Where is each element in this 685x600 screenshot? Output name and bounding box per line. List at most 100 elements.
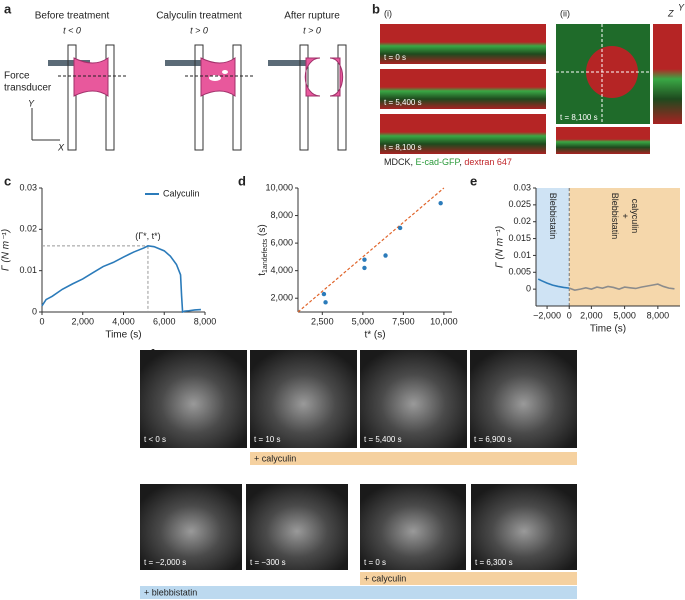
- time-label: t = 0 s: [364, 558, 386, 567]
- y-tick-label: 0.03: [513, 182, 531, 192]
- time-label: t = −2,000 s: [144, 558, 186, 567]
- data-point: [362, 265, 367, 271]
- transducer-label: transducer: [4, 83, 52, 94]
- micrograph: [470, 350, 577, 448]
- data-point: [362, 257, 367, 262]
- x-tick-label: 5,000: [352, 316, 375, 326]
- annotation: (Γ*, t*): [135, 231, 160, 241]
- caption-part: ,: [459, 157, 464, 167]
- y-tick-label: 0: [32, 306, 37, 316]
- x-axis-label: Time (s): [105, 330, 141, 341]
- y-tick-label: 0.005: [508, 267, 531, 277]
- treatment-bar: [360, 572, 577, 585]
- micrograph: [140, 350, 247, 448]
- micrograph: [360, 350, 467, 448]
- region-label: calyculin: [630, 199, 640, 234]
- panel-label: a: [4, 1, 12, 16]
- data-line: [537, 278, 570, 289]
- axis-label: X: [57, 142, 65, 152]
- x-tick-label: 8,000: [647, 310, 670, 320]
- micrograph: [250, 350, 357, 448]
- x-tick-label: 8,000: [194, 316, 217, 326]
- caption: MDCK, E-cad-GFP, dextran 647: [384, 157, 512, 167]
- data-line: [568, 283, 675, 291]
- panel-label: c: [4, 173, 11, 188]
- micrograph: [653, 24, 682, 124]
- caption-part: dextran 647: [464, 157, 512, 167]
- schematic: [48, 44, 128, 151]
- schematic: [165, 44, 255, 151]
- axis-label: Y: [28, 98, 35, 108]
- panel-label: e: [470, 173, 477, 188]
- panel-label: d: [238, 173, 246, 188]
- x-tick-label: 0: [39, 316, 44, 326]
- panel-b: (i) (ii) t = 0 s t = 5,400 s t = 8,100 s…: [380, 2, 685, 167]
- x-tick-label: −2,000: [533, 310, 561, 320]
- region-label: Blebbistatin: [610, 193, 620, 240]
- step-time: t > 0: [190, 25, 208, 35]
- x-tick-label: 10,000: [430, 316, 458, 326]
- data-point: [397, 225, 403, 231]
- y-axis-label: Γ (N m⁻¹): [495, 226, 506, 268]
- micrograph: [556, 127, 650, 154]
- treatment-label: + calyculin: [364, 573, 406, 583]
- caption-part: MDCK,: [384, 157, 416, 167]
- y-tick-label: 10,000: [265, 182, 293, 192]
- treatment-label: + blebbistatin: [144, 587, 197, 597]
- x-tick-label: 2,500: [311, 316, 334, 326]
- step-time: t < 0: [63, 25, 81, 35]
- panel-f: t < 0 s t = 10 s t = 5,400 s t = 6,900 s…: [140, 350, 577, 465]
- y-axis-label: t1andefects (s): [257, 224, 269, 275]
- y-tick-label: 0: [526, 284, 531, 294]
- x-tick-label: 6,000: [153, 316, 176, 326]
- y-tick-label: 0.025: [508, 199, 531, 209]
- panel-g: t = −2,000 s t = −300 s t = 0 s t = 6,30…: [140, 484, 577, 599]
- y-tick-label: 8,000: [270, 210, 293, 220]
- region-label: +: [620, 213, 630, 218]
- x-tick-label: 7,500: [392, 316, 415, 326]
- region-label: Blebbistatin: [548, 193, 558, 240]
- time-label: t < 0 s: [144, 435, 166, 444]
- time-label: t = 8,100 s: [560, 113, 598, 122]
- legend-label: Calyculin: [163, 188, 200, 198]
- x-tick-label: 2,000: [71, 316, 94, 326]
- step-time: t > 0: [303, 25, 321, 35]
- y-tick-label: 4,000: [270, 265, 293, 275]
- y-tick-label: 0.01: [513, 250, 531, 260]
- time-label: t = −300 s: [250, 558, 286, 567]
- time-label: t = 5,400 s: [364, 435, 402, 444]
- micrograph: [471, 484, 577, 570]
- step-title: After rupture: [284, 11, 340, 22]
- sub-label: (ii): [560, 8, 570, 18]
- treatment-bar: [250, 452, 577, 465]
- axis-label: Z: [667, 8, 674, 18]
- micrograph: [380, 24, 546, 64]
- schematic: [268, 44, 347, 151]
- y-tick-label: 0.03: [19, 182, 37, 192]
- x-tick-label: 0: [567, 310, 572, 320]
- y-tick-label: 0.015: [508, 233, 531, 243]
- x-tick-label: 5,000: [613, 310, 636, 320]
- y-axis-label-part: t: [257, 273, 268, 276]
- time-label: t = 6,900 s: [474, 435, 512, 444]
- time-label: t = 10 s: [254, 435, 280, 444]
- time-label: t = 8,100 s: [384, 143, 422, 152]
- y-axis-label: Γ (N m⁻¹): [1, 229, 12, 271]
- region: [536, 188, 570, 306]
- axis-label: Y: [678, 2, 685, 12]
- time-label: t = 5,400 s: [384, 98, 422, 107]
- micrograph: [140, 484, 242, 570]
- y-tick-label: 0.01: [19, 265, 37, 275]
- time-label: t = 0 s: [384, 53, 406, 62]
- treatment-label: + calyculin: [254, 453, 296, 463]
- y-axis-label-part: (s): [257, 224, 268, 238]
- transducer-label: Force: [4, 71, 30, 82]
- x-tick-label: 2,000: [580, 310, 603, 320]
- panel-label: b: [372, 1, 380, 16]
- y-tick-label: 6,000: [270, 237, 293, 247]
- panel-a: Before treatment t < 0 Calyculin treatme…: [4, 11, 347, 152]
- data-point: [438, 200, 443, 206]
- caption-part: E-cad-GFP: [416, 157, 461, 167]
- identity-line: [297, 187, 445, 313]
